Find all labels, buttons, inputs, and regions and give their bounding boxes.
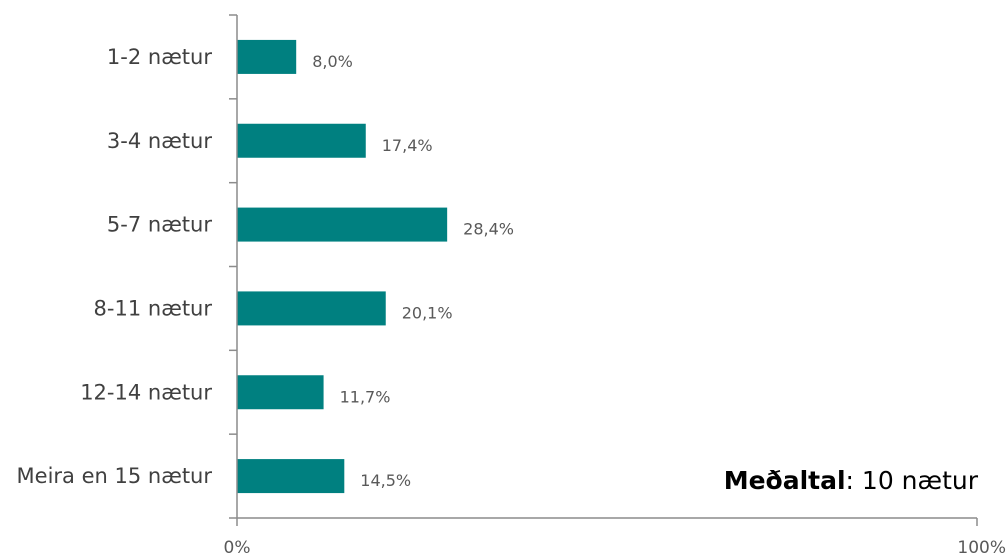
bar xyxy=(237,459,345,494)
category-label: 5-7 nætur xyxy=(107,213,212,237)
average-value: : 10 nætur xyxy=(846,466,979,495)
value-label: 28,4% xyxy=(463,220,514,239)
category-label: 8-11 nætur xyxy=(94,296,213,320)
average-annotation: Meðaltal: 10 nætur xyxy=(724,466,979,495)
x-tick-label: 0% xyxy=(224,538,251,558)
x-tick-label: 100% xyxy=(957,538,1006,558)
axes xyxy=(236,15,977,519)
value-label: 8,0% xyxy=(312,52,353,71)
bar xyxy=(237,39,297,74)
category-label: 1-2 nætur xyxy=(107,45,212,69)
value-label: 17,4% xyxy=(382,136,433,155)
value-labels: 8,0% 17,4% 28,4% 20,1% 11,7% 14,5% xyxy=(312,52,514,490)
bars xyxy=(237,39,448,494)
category-label: 3-4 nætur xyxy=(107,129,212,153)
category-label: Meira en 15 nætur xyxy=(17,464,213,488)
y-axis-ticks xyxy=(229,14,237,519)
bar xyxy=(237,291,386,326)
value-label: 20,1% xyxy=(402,303,453,322)
bar xyxy=(237,123,366,158)
value-label: 14,5% xyxy=(360,471,411,490)
bar xyxy=(237,207,448,242)
category-label: 12-14 nætur xyxy=(80,380,212,404)
bar xyxy=(237,375,324,410)
average-label: Meðaltal xyxy=(724,466,846,495)
value-label: 11,7% xyxy=(340,387,391,406)
x-axis-ticks: 0% 100% xyxy=(224,518,1006,558)
category-labels: 1-2 nætur 3-4 nætur 5-7 nætur 8-11 nætur 12-… xyxy=(17,45,213,488)
